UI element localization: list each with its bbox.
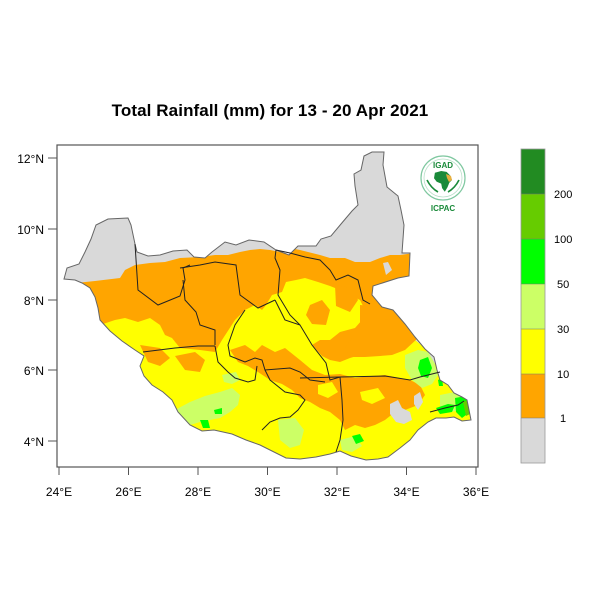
x-tick-label: 30°E <box>254 485 280 499</box>
colorbar-bin <box>521 374 545 418</box>
colorbar-bin <box>521 284 545 329</box>
y-tick-label: 10°N <box>17 223 44 237</box>
colorbar-label: 10 <box>557 369 569 381</box>
x-tick-label: 32°E <box>324 485 350 499</box>
igad-icpac-logo: IGAD ICPAC <box>420 155 466 213</box>
x-tick-label: 34°E <box>393 485 419 499</box>
colorbar-bin <box>521 194 545 239</box>
colorbar-label: 30 <box>557 324 569 336</box>
colorbar-label: 50 <box>557 279 569 291</box>
country-outline <box>63 151 472 461</box>
logo-bottom-text: ICPAC <box>431 204 456 213</box>
colorbar-label: 100 <box>554 234 572 246</box>
y-tick-label: 12°N <box>17 152 44 166</box>
chart-title: Total Rainfall (mm) for 13 - 20 Apr 2021 <box>111 101 429 120</box>
y-tick-label: 8°N <box>24 294 44 308</box>
y-axis-labels: 12°N 10°N 8°N 6°N 4°N <box>17 152 44 449</box>
x-axis-labels: 24°E 26°E 28°E 30°E 32°E 34°E 36°E <box>46 485 489 499</box>
y-axis <box>48 157 57 442</box>
y-tick-label: 6°N <box>24 364 44 378</box>
logo-top-text: IGAD <box>433 161 453 170</box>
x-tick-label: 26°E <box>115 485 141 499</box>
state-boundaries <box>134 243 465 453</box>
colorbar-bin <box>521 239 545 284</box>
colorbar-label: 200 <box>554 189 572 201</box>
x-tick-label: 24°E <box>46 485 72 499</box>
colorbar: 200 100 50 30 10 1 <box>520 148 572 464</box>
x-axis <box>58 467 477 475</box>
colorbar-label: 1 <box>560 413 566 425</box>
colorbar-bin <box>521 149 545 194</box>
colorbar-bin <box>521 329 545 374</box>
colorbar-bin <box>521 418 545 463</box>
y-tick-label: 4°N <box>24 435 44 449</box>
x-tick-label: 36°E <box>463 485 489 499</box>
x-tick-label: 28°E <box>185 485 211 499</box>
